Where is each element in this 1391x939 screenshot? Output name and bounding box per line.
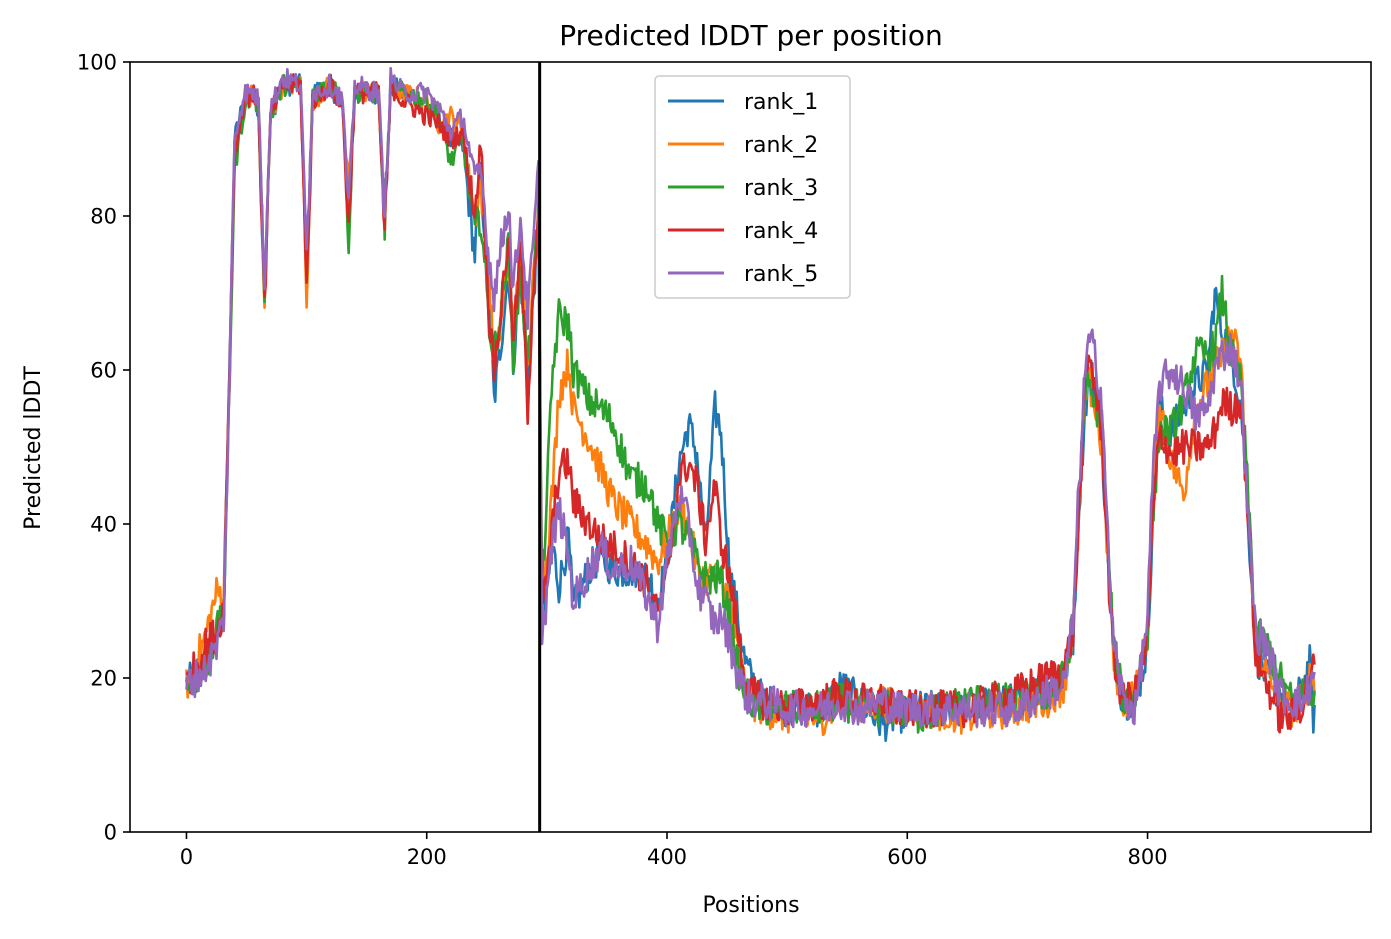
legend-label-rank_5: rank_5 [744,262,818,287]
x-tick-label: 0 [180,845,193,869]
axes-frame [129,61,1372,833]
y-tick-label: 20 [90,667,117,691]
series-line-rank_5 [185,66,1316,729]
legend-label-rank_2: rank_2 [744,133,818,158]
x-tick-label: 400 [647,845,687,869]
x-tick-label: 800 [1128,845,1168,869]
x-axis-label: Positions [702,893,799,918]
plot-area [185,62,1316,832]
y-tick-label: 80 [90,205,117,229]
legend: rank_1 rank_2 rank_3 rank_4 rank_5 [654,75,851,299]
x-tick-label: 600 [887,845,927,869]
legend-box [654,75,851,299]
chart-title: Predicted lDDT per position [559,19,943,52]
y-tick-label: 100 [77,51,117,75]
legend-label-rank_4: rank_4 [744,219,818,244]
y-tick-label: 40 [90,513,117,537]
y-axis-label: Predicted lDDT [21,366,46,530]
legend-label-rank_1: rank_1 [744,90,818,115]
y-tick-label: 60 [90,359,117,383]
legend-label-rank_3: rank_3 [744,176,818,201]
x-tick-label: 200 [407,845,447,869]
axes: 0 200 400 600 800 0 20 40 60 80 100 [77,51,1372,869]
y-tick-label: 0 [104,821,117,845]
